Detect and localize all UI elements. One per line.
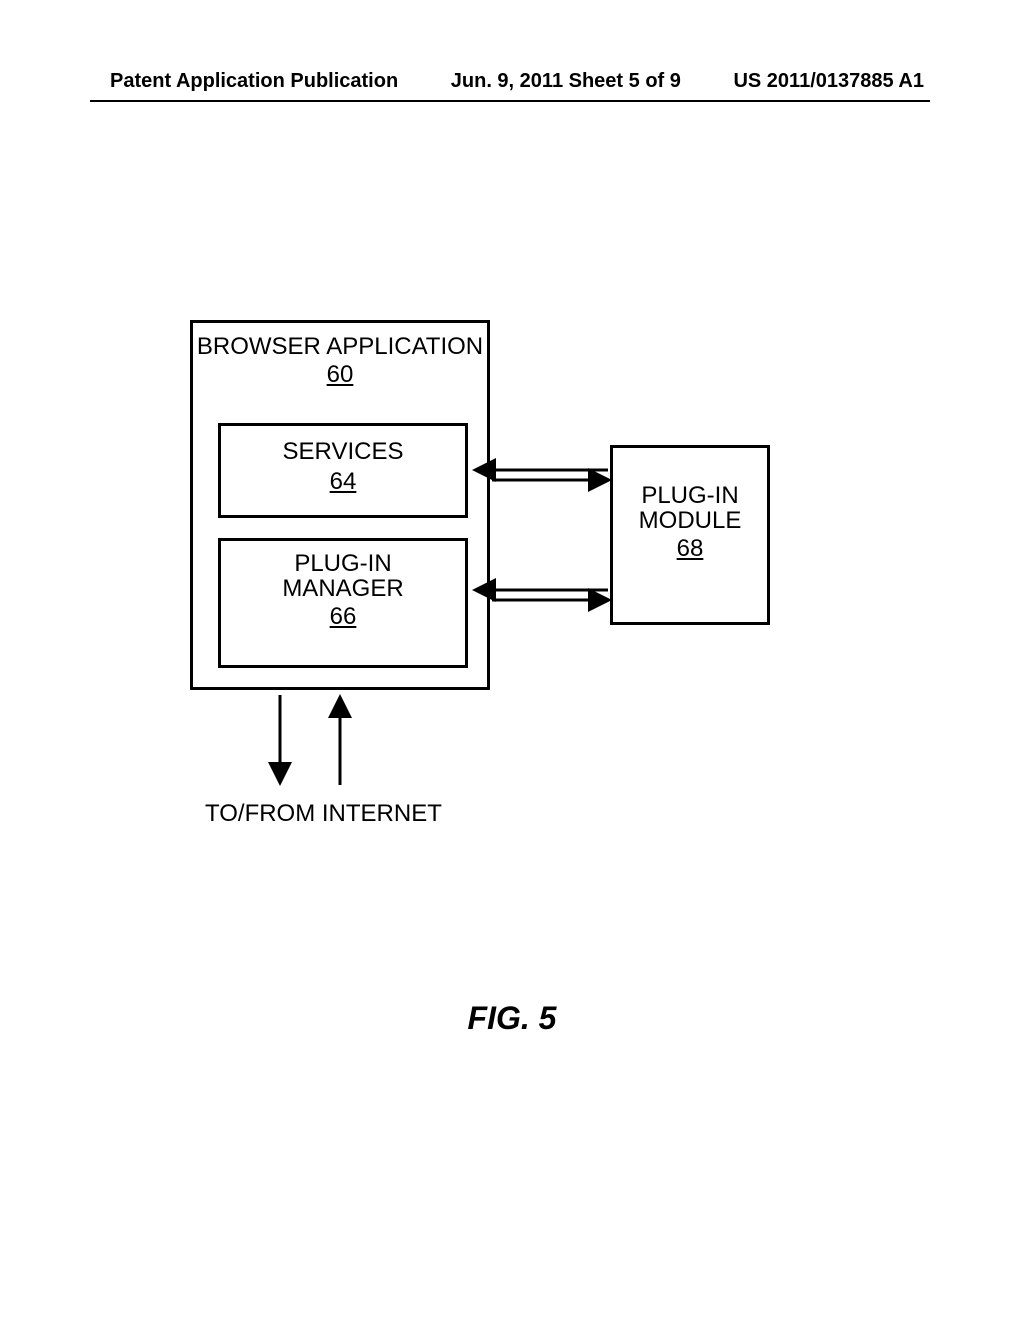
internet-label: TO/FROM INTERNET xyxy=(205,800,442,828)
header-right: US 2011/0137885 A1 xyxy=(733,70,924,93)
figure-label: FIG. 5 xyxy=(0,1000,1024,1037)
header-middle: Jun. 9, 2011 Sheet 5 of 9 xyxy=(451,70,681,93)
header-left: Patent Application Publication xyxy=(110,70,398,93)
block-diagram: BROWSER APPLICATION 60 SERVICES 64 PLUG-… xyxy=(190,320,830,860)
diagram-arrows xyxy=(190,320,830,860)
header-separator xyxy=(90,100,930,102)
page-header: Patent Application Publication Jun. 9, 2… xyxy=(0,70,1024,93)
